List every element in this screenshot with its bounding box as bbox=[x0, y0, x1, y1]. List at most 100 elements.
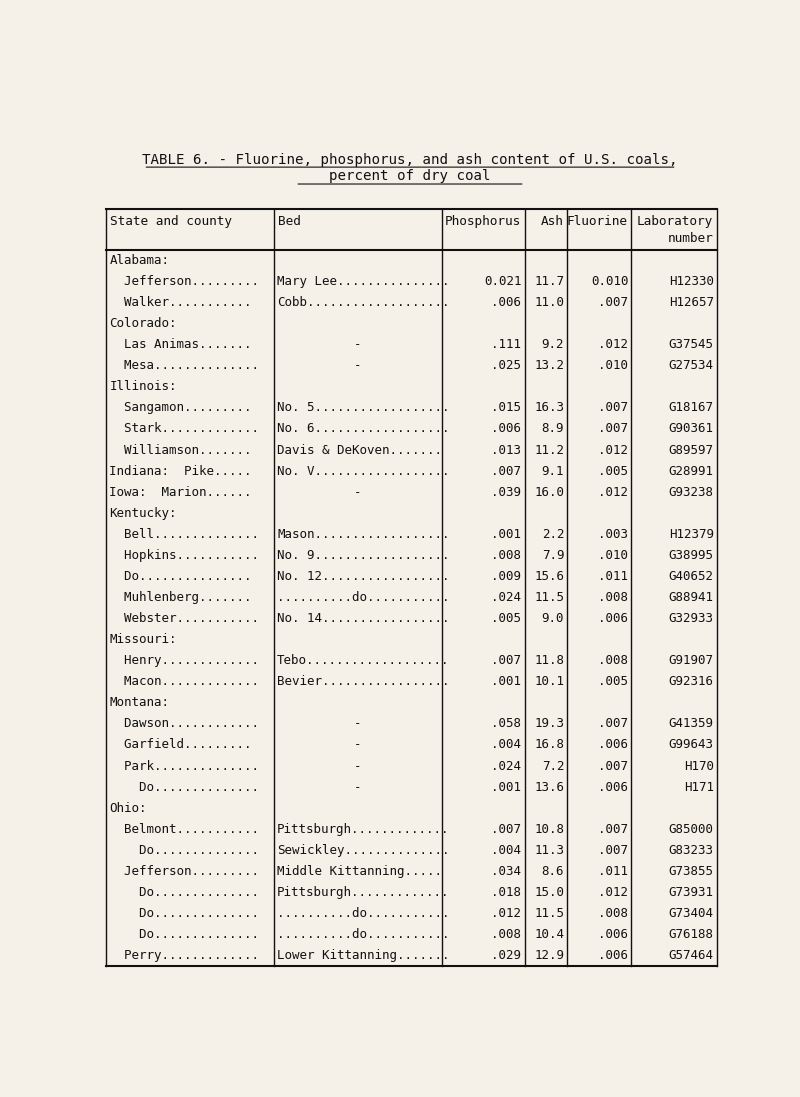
Text: .007: .007 bbox=[598, 823, 628, 836]
Text: .012: .012 bbox=[598, 443, 628, 456]
Text: .013: .013 bbox=[491, 443, 522, 456]
Text: H12657: H12657 bbox=[669, 296, 714, 309]
Text: 10.1: 10.1 bbox=[534, 676, 564, 688]
Text: Bell..............: Bell.............. bbox=[110, 528, 259, 541]
Text: G93238: G93238 bbox=[669, 486, 714, 499]
Text: Ohio:: Ohio: bbox=[110, 802, 147, 815]
Text: .008: .008 bbox=[598, 907, 628, 920]
Text: Do..............: Do.............. bbox=[110, 844, 259, 857]
Text: .007: .007 bbox=[598, 296, 628, 309]
Text: G83233: G83233 bbox=[669, 844, 714, 857]
Text: .005: .005 bbox=[598, 465, 628, 477]
Text: .011: .011 bbox=[598, 570, 628, 583]
Text: G76188: G76188 bbox=[669, 928, 714, 941]
Text: Jefferson.........: Jefferson......... bbox=[110, 275, 259, 289]
Text: Mesa..............: Mesa.............. bbox=[110, 360, 259, 372]
Text: Do..............: Do.............. bbox=[110, 928, 259, 941]
Text: 11.2: 11.2 bbox=[534, 443, 564, 456]
Text: .039: .039 bbox=[491, 486, 522, 499]
Text: -: - bbox=[354, 360, 362, 372]
Text: G57464: G57464 bbox=[669, 949, 714, 962]
Text: 11.7: 11.7 bbox=[534, 275, 564, 289]
Text: .007: .007 bbox=[491, 465, 522, 477]
Text: Bevier.................: Bevier................. bbox=[278, 676, 450, 688]
Text: G28991: G28991 bbox=[669, 465, 714, 477]
Text: 16.3: 16.3 bbox=[534, 402, 564, 415]
Text: .005: .005 bbox=[491, 612, 522, 625]
Text: G88941: G88941 bbox=[669, 591, 714, 604]
Text: G85000: G85000 bbox=[669, 823, 714, 836]
Text: G37545: G37545 bbox=[669, 338, 714, 351]
Text: No. 9..................: No. 9.................. bbox=[278, 548, 450, 562]
Text: .006: .006 bbox=[598, 738, 628, 751]
Text: G73931: G73931 bbox=[669, 886, 714, 898]
Text: Indiana:  Pike.....: Indiana: Pike..... bbox=[110, 465, 252, 477]
Text: H170: H170 bbox=[684, 759, 714, 772]
Text: G90361: G90361 bbox=[669, 422, 714, 436]
Text: .006: .006 bbox=[598, 949, 628, 962]
Text: .012: .012 bbox=[598, 886, 628, 898]
Text: 11.0: 11.0 bbox=[534, 296, 564, 309]
Text: H171: H171 bbox=[684, 781, 714, 793]
Text: .001: .001 bbox=[491, 676, 522, 688]
Text: G41359: G41359 bbox=[669, 717, 714, 731]
Text: 9.0: 9.0 bbox=[542, 612, 564, 625]
Text: 13.2: 13.2 bbox=[534, 360, 564, 372]
Text: -: - bbox=[354, 738, 362, 751]
Text: 2.2: 2.2 bbox=[542, 528, 564, 541]
Text: .008: .008 bbox=[491, 928, 522, 941]
Text: Muhlenberg.......: Muhlenberg....... bbox=[110, 591, 252, 604]
Text: G73404: G73404 bbox=[669, 907, 714, 920]
Text: .003: .003 bbox=[598, 528, 628, 541]
Text: .012: .012 bbox=[598, 486, 628, 499]
Text: .001: .001 bbox=[491, 528, 522, 541]
Text: Stark.............: Stark............. bbox=[110, 422, 259, 436]
Text: -: - bbox=[354, 759, 362, 772]
Text: .010: .010 bbox=[598, 360, 628, 372]
Text: 11.8: 11.8 bbox=[534, 654, 564, 667]
Text: No. 14.................: No. 14................. bbox=[278, 612, 450, 625]
Text: .010: .010 bbox=[598, 548, 628, 562]
Text: 15.0: 15.0 bbox=[534, 886, 564, 898]
Text: .018: .018 bbox=[491, 886, 522, 898]
Text: .008: .008 bbox=[491, 548, 522, 562]
Text: Macon.............: Macon............. bbox=[110, 676, 259, 688]
Text: Cobb...................: Cobb................... bbox=[278, 296, 450, 309]
Text: Montana:: Montana: bbox=[110, 697, 170, 710]
Text: .024: .024 bbox=[491, 591, 522, 604]
Text: Park..............: Park.............. bbox=[110, 759, 259, 772]
Text: .004: .004 bbox=[491, 844, 522, 857]
Text: Middle Kittanning.....: Middle Kittanning..... bbox=[278, 864, 442, 878]
Text: .008: .008 bbox=[598, 591, 628, 604]
Text: 7.9: 7.9 bbox=[542, 548, 564, 562]
Text: No. 12.................: No. 12................. bbox=[278, 570, 450, 583]
Text: 9.1: 9.1 bbox=[542, 465, 564, 477]
Text: .012: .012 bbox=[491, 907, 522, 920]
Text: No. 5..................: No. 5.................. bbox=[278, 402, 450, 415]
Text: State and county: State and county bbox=[110, 215, 232, 228]
Text: Alabama:: Alabama: bbox=[110, 253, 170, 267]
Text: .006: .006 bbox=[491, 296, 522, 309]
Text: percent of dry coal: percent of dry coal bbox=[330, 169, 490, 183]
Text: G99643: G99643 bbox=[669, 738, 714, 751]
Text: .009: .009 bbox=[491, 570, 522, 583]
Text: Missouri:: Missouri: bbox=[110, 633, 177, 646]
Text: 16.0: 16.0 bbox=[534, 486, 564, 499]
Text: Dawson............: Dawson............ bbox=[110, 717, 259, 731]
Text: .034: .034 bbox=[491, 864, 522, 878]
Text: .005: .005 bbox=[598, 676, 628, 688]
Text: .012: .012 bbox=[598, 338, 628, 351]
Text: -: - bbox=[354, 486, 362, 499]
Text: Phosphorus: Phosphorus bbox=[445, 215, 521, 228]
Text: 8.6: 8.6 bbox=[542, 864, 564, 878]
Text: TABLE 6. - Fluorine, phosphorus, and ash content of U.S. coals,: TABLE 6. - Fluorine, phosphorus, and ash… bbox=[142, 152, 678, 167]
Text: .006: .006 bbox=[491, 422, 522, 436]
Text: G92316: G92316 bbox=[669, 676, 714, 688]
Text: .024: .024 bbox=[491, 759, 522, 772]
Text: ..........do...........: ..........do........... bbox=[278, 907, 450, 920]
Text: 0.021: 0.021 bbox=[484, 275, 522, 289]
Text: ..........do...........: ..........do........... bbox=[278, 928, 450, 941]
Text: Kentucky:: Kentucky: bbox=[110, 507, 177, 520]
Text: .007: .007 bbox=[598, 422, 628, 436]
Text: Garfield.........: Garfield......... bbox=[110, 738, 252, 751]
